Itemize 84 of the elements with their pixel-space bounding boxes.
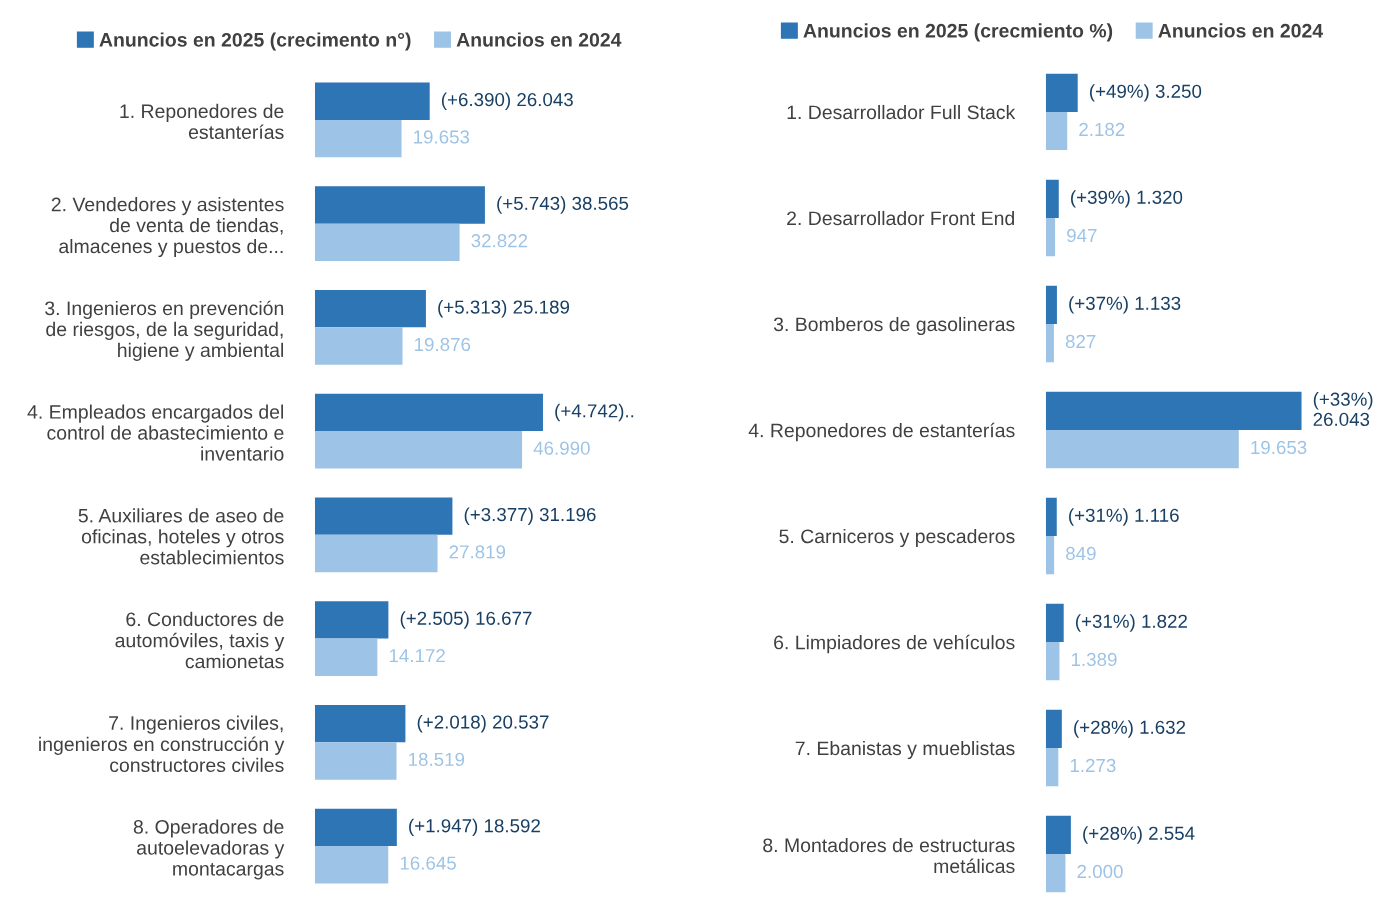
- y-tick-label: 5. Carniceros y pescaderos: [779, 528, 1015, 548]
- annotation: (+4.742)..: [555, 403, 634, 422]
- bar: [314, 601, 389, 639]
- bar: [1045, 323, 1054, 363]
- data-label: 19.653: [1251, 440, 1307, 455]
- bar: [314, 223, 460, 261]
- data-label: 19.653: [414, 130, 470, 144]
- data-label: (+28%) 1.632: [1074, 720, 1186, 738]
- bar: [1045, 111, 1068, 151]
- bar: [1045, 217, 1056, 257]
- data-label: (+33%) 26.043: [1313, 392, 1373, 427]
- data-label: 19.876: [415, 337, 471, 352]
- bar: [314, 186, 485, 224]
- data-label: (+2.018) 20.537: [417, 714, 549, 733]
- data-label: (+6.390) 26.043: [441, 92, 573, 110]
- bar: [1045, 179, 1059, 218]
- y-tick-label: 7. Ingenieros civiles, ingenieros en construcción y constructores civiles: [39, 715, 285, 773]
- bar: [314, 742, 397, 780]
- y-tick-label: 7. Ebanistas y mueblistas: [795, 740, 1015, 760]
- bar: [1045, 747, 1059, 787]
- bar: [1045, 641, 1060, 681]
- bar: [314, 327, 403, 365]
- data-label: (+5.743) 38.565: [497, 196, 629, 214]
- bar: [1045, 709, 1062, 748]
- data-label: (+28%) 2.554: [1083, 826, 1195, 844]
- bar: [1045, 73, 1078, 112]
- data-label: 18.519: [409, 752, 465, 767]
- data-label: 2.182: [1079, 122, 1125, 137]
- y-tick-label: 3. Bomberos de gasolineras: [773, 316, 1015, 336]
- data-label: 27.819: [449, 545, 506, 559]
- bar: [314, 119, 402, 158]
- bar: [1045, 391, 1302, 430]
- bar: [1045, 429, 1239, 469]
- y-tick-label: 1. Reponedores de estanterías: [120, 103, 284, 140]
- data-label: (+1.947) 18.592: [409, 818, 540, 837]
- y-tick-label: 2. Vendedores y asistentes de venta de tiendas, almacenes y puestos de...: [51, 197, 284, 258]
- y-tick-label: 1. Desarrollador Full Stack: [787, 104, 1016, 120]
- y-tick-label: 4. Reponedores de estanterías: [748, 422, 1015, 442]
- bar: [314, 638, 378, 676]
- bar: [314, 393, 543, 432]
- bar: [314, 534, 438, 573]
- data-label: (+2.505) 16.677: [400, 611, 532, 629]
- data-label: 16.645: [400, 856, 456, 870]
- y-tick-label: 8. Montadores de estructuras metálicas: [763, 837, 1015, 874]
- data-label: (+37%) 1.133: [1069, 296, 1181, 314]
- y-tick-label: 8. Operadores de autoelevadoras y montacargas: [133, 819, 285, 880]
- data-label: (+39%) 1.320: [1071, 190, 1183, 208]
- bar: [1045, 854, 1066, 893]
- data-label: 947: [1067, 228, 1097, 243]
- bar: [1045, 497, 1057, 536]
- data-label: (+49%) 3.250: [1089, 84, 1202, 102]
- y-tick-label: 3. Ingenieros en prevención de riesgos, de la seguridad, higiene y ambiental: [45, 300, 284, 361]
- legend-label: Anuncios en 2025 (crecmiento %): [803, 23, 1113, 42]
- y-tick-label: 6. Conductores de automóviles, taxis y camionetas: [115, 611, 285, 669]
- y-tick-label: 4. Empleados encargados del control de abastecimiento e inventario: [27, 404, 284, 461]
- bar: [314, 808, 397, 847]
- bar: [1045, 815, 1071, 854]
- legend-label: Anuncios en 2024: [456, 32, 622, 47]
- bar: [314, 704, 406, 743]
- bar: [314, 846, 389, 884]
- data-label: (+3.377) 31.196: [464, 507, 596, 525]
- y-tick-label: 6. Limpiadores de vehículos: [774, 634, 1015, 654]
- bar: [314, 290, 426, 328]
- bar: [1045, 603, 1064, 642]
- bar: [1045, 285, 1057, 324]
- bar: [314, 497, 453, 535]
- data-label: 849: [1066, 546, 1096, 561]
- data-label: 14.172: [389, 649, 445, 663]
- data-label: (+31%) 1.822: [1075, 614, 1187, 632]
- legend-label: Anuncios en 2024: [1158, 23, 1324, 38]
- data-label: 32.822: [471, 234, 528, 248]
- data-label: 1.273: [1070, 758, 1116, 773]
- data-label: (+31%) 1.116: [1069, 508, 1179, 526]
- data-label: 2.000: [1077, 864, 1123, 879]
- legend-label: Anuncios en 2025 (crecimento n°): [99, 32, 411, 51]
- data-label: 1.389: [1071, 652, 1117, 667]
- data-label: (+5.313) 25.189: [438, 299, 570, 318]
- bar: [314, 82, 430, 120]
- y-tick-label: 2. Desarrollador Front End: [787, 210, 1015, 226]
- bar: [314, 431, 523, 469]
- bar: [1045, 535, 1055, 575]
- y-tick-label: 5. Auxiliares de aseo de oficinas, hoteles y otros establecimientos: [78, 508, 284, 565]
- data-label: 46.990: [533, 441, 590, 455]
- data-label: 827: [1065, 334, 1096, 349]
